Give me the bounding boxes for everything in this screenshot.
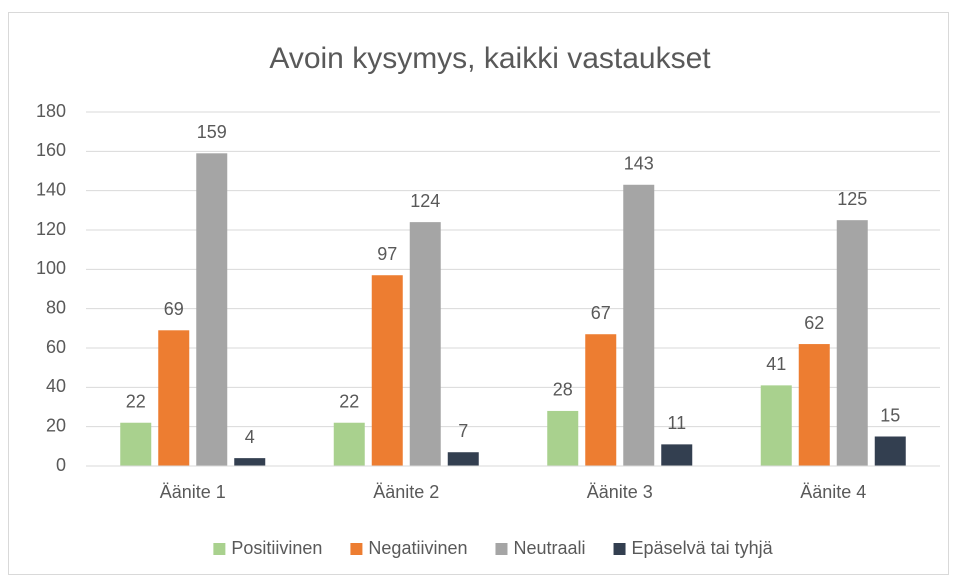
data-label: 124 [410,191,440,211]
data-label: 15 [880,405,900,425]
chart-title: Avoin kysymys, kaikki vastaukset [269,42,711,75]
y-tick-label: 40 [46,376,66,396]
chart-border [8,12,949,575]
bar [371,275,403,466]
data-label: 28 [553,380,573,400]
legend-label: Negatiivinen [368,538,467,558]
legend-label: Positiivinen [231,538,322,558]
data-label: 67 [591,303,611,323]
x-tick-label: Äänite 2 [373,482,439,502]
data-label: 69 [164,299,184,319]
legend-swatch [495,543,508,555]
legend-label: Epäselvä tai tyhjä [632,538,774,558]
legend-swatch [350,543,363,555]
bar [333,422,365,466]
data-label: 62 [804,313,824,333]
bar [547,410,579,466]
bar [158,330,190,466]
data-label: 159 [197,122,227,142]
data-label: 125 [837,189,867,209]
legend-label: Neutraali [513,538,585,558]
y-tick-label: 60 [46,337,66,357]
bar [661,444,693,466]
data-label: 22 [126,391,146,411]
bar [234,458,266,466]
data-label: 97 [377,244,397,264]
data-label: 4 [245,427,255,447]
y-tick-label: 100 [36,258,66,278]
bar [836,220,868,466]
data-label: 41 [766,354,786,374]
bar [120,422,152,466]
bar [196,153,228,467]
y-tick-label: 20 [46,415,66,435]
bar [623,184,655,466]
y-tick-label: 140 [36,179,66,199]
bar [798,344,830,466]
y-tick-label: 180 [36,101,66,121]
y-tick-label: 160 [36,140,66,160]
bar [760,385,792,466]
x-tick-label: Äänite 1 [160,482,226,502]
bar [409,222,441,466]
y-tick-label: 120 [36,219,66,239]
data-label: 22 [339,391,359,411]
data-label: 143 [624,154,654,174]
x-tick-label: Äänite 3 [587,482,653,502]
data-label: 11 [667,413,686,433]
legend-swatch [213,543,226,555]
x-tick-label: Äänite 4 [800,482,866,502]
bar [447,452,479,466]
legend-swatch [613,543,626,555]
y-tick-label: 0 [56,455,66,475]
bar [874,436,906,466]
y-tick-label: 80 [46,297,66,317]
data-label: 7 [458,421,468,441]
bar [585,334,617,466]
